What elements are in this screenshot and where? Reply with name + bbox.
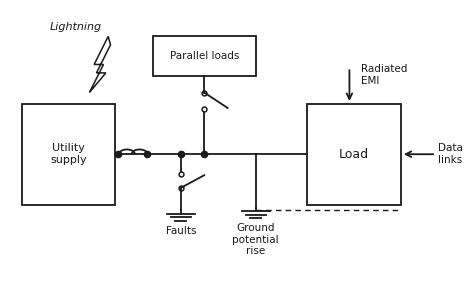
Bar bbox=[153, 36, 256, 76]
Text: Parallel loads: Parallel loads bbox=[170, 51, 239, 61]
Bar bbox=[21, 104, 115, 205]
Text: Faults: Faults bbox=[165, 226, 196, 236]
Text: Utility
supply: Utility supply bbox=[50, 143, 87, 165]
Text: Load: Load bbox=[339, 148, 369, 161]
Bar bbox=[307, 104, 401, 205]
Text: Data
links: Data links bbox=[438, 143, 463, 165]
Text: Lightning: Lightning bbox=[50, 22, 102, 32]
Polygon shape bbox=[90, 36, 110, 92]
Text: Ground
potential
rise: Ground potential rise bbox=[232, 223, 279, 256]
Text: Radiated
EMI: Radiated EMI bbox=[361, 64, 408, 86]
